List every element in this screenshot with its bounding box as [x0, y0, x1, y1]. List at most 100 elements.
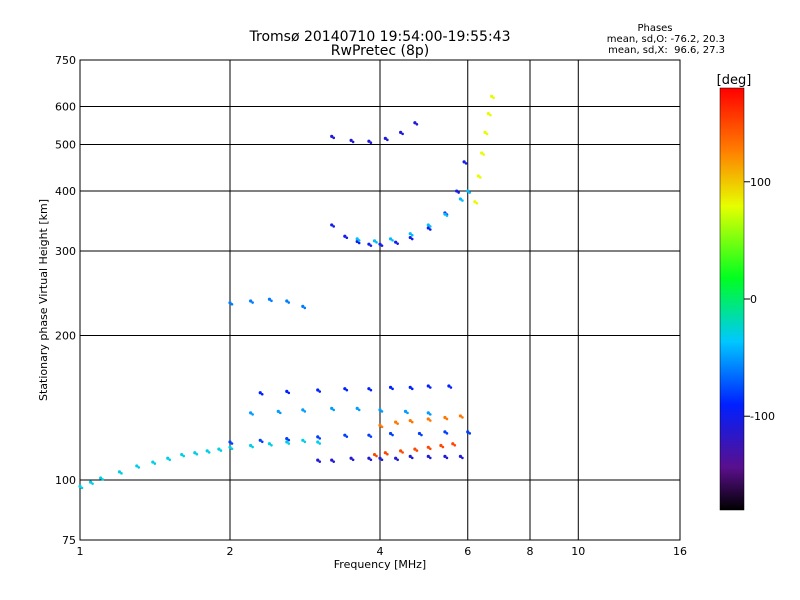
data-point — [260, 440, 264, 444]
data-point — [166, 456, 170, 460]
data-point — [383, 451, 387, 455]
trace-series — [372, 442, 457, 458]
data-point — [357, 408, 361, 412]
colorbar-tick-label: 0 — [750, 293, 757, 306]
data-point — [391, 387, 394, 391]
data-point — [153, 462, 157, 465]
trace-series — [330, 160, 468, 247]
data-point — [386, 452, 389, 456]
data-point — [408, 418, 412, 423]
data-point — [464, 162, 468, 165]
data-point — [260, 392, 264, 396]
data-point — [316, 388, 320, 392]
data-point — [399, 130, 403, 134]
data-point — [426, 223, 430, 227]
data-point — [316, 440, 320, 444]
data-point — [330, 458, 334, 462]
data-point — [426, 411, 430, 415]
data-point — [332, 460, 336, 463]
data-point — [270, 299, 273, 303]
data-point — [443, 454, 447, 459]
data-point — [249, 411, 253, 415]
data-point — [426, 384, 430, 388]
data-point — [473, 200, 477, 204]
data-point — [447, 384, 451, 388]
data-point — [287, 442, 291, 445]
data-point — [101, 478, 104, 481]
y-axis-label: Stationary phase Virtual Height [km] — [37, 199, 50, 401]
data-point — [345, 236, 349, 240]
data-point — [396, 422, 399, 425]
colorbar-tick-label: 100 — [750, 176, 771, 189]
data-point — [417, 431, 422, 436]
data-point — [316, 435, 320, 439]
colorbar — [719, 87, 745, 511]
data-point — [330, 223, 334, 227]
data-point — [451, 442, 455, 446]
data-point — [476, 174, 480, 178]
data-point — [388, 385, 393, 389]
data-point — [455, 189, 459, 193]
data-point — [91, 482, 94, 485]
data-point — [228, 440, 232, 444]
data-point — [468, 432, 472, 435]
data-point — [120, 472, 123, 475]
data-point — [332, 225, 336, 228]
data-point — [367, 242, 371, 246]
data-point — [457, 191, 460, 194]
y-axis-ticks: 75 100 200 300 400 500 600 750 — [55, 54, 76, 547]
chart-title: Tromsø 20140710 19:54:00-19:55:43 — [249, 29, 511, 45]
data-point — [383, 136, 387, 140]
data-point — [410, 237, 414, 241]
data-point — [230, 442, 234, 445]
data-point — [285, 440, 289, 444]
data-point — [80, 486, 84, 490]
data-point — [251, 413, 254, 416]
data-point — [410, 456, 414, 460]
data-point — [270, 443, 273, 447]
x-tick-label: 6 — [464, 545, 471, 558]
trace-series — [228, 297, 307, 310]
data-point — [408, 385, 412, 389]
data-point — [458, 197, 463, 201]
chart-subtitle: RwPretec (8p) — [331, 43, 429, 59]
data-point — [486, 111, 490, 116]
data-point — [399, 449, 403, 453]
data-point — [408, 235, 412, 240]
data-point — [287, 438, 291, 442]
data-point — [345, 435, 349, 438]
data-point — [391, 433, 394, 437]
data-point — [408, 454, 412, 459]
data-point — [449, 386, 453, 389]
grid-lines — [80, 60, 680, 540]
data-point — [343, 234, 347, 238]
data-point — [428, 413, 432, 416]
data-point — [318, 437, 322, 440]
data-point — [394, 456, 398, 460]
x-axis-ticks: 1 2 4 6 8 10 16 — [77, 545, 688, 558]
y-tick-label: 500 — [55, 139, 76, 152]
data-point — [357, 241, 361, 245]
data-point — [410, 233, 414, 237]
y-tick-label: 300 — [55, 245, 76, 258]
data-point — [428, 225, 432, 228]
data-point — [375, 241, 378, 244]
data-point — [182, 454, 186, 458]
data-point — [168, 458, 172, 462]
data-point — [318, 442, 322, 445]
phase-legend-x: mean, sd,X: 96.6, 27.3 — [608, 45, 725, 56]
data-point — [453, 443, 457, 447]
data-point — [388, 431, 393, 436]
data-point — [369, 458, 373, 462]
data-point — [428, 419, 432, 422]
data-point — [458, 414, 463, 418]
data-point — [301, 304, 305, 309]
data-point — [332, 408, 336, 412]
data-point — [369, 141, 373, 145]
data-point — [403, 409, 408, 413]
trace-series — [355, 189, 472, 244]
data-point — [258, 438, 262, 442]
data-point — [117, 470, 122, 474]
data-point — [367, 387, 371, 391]
